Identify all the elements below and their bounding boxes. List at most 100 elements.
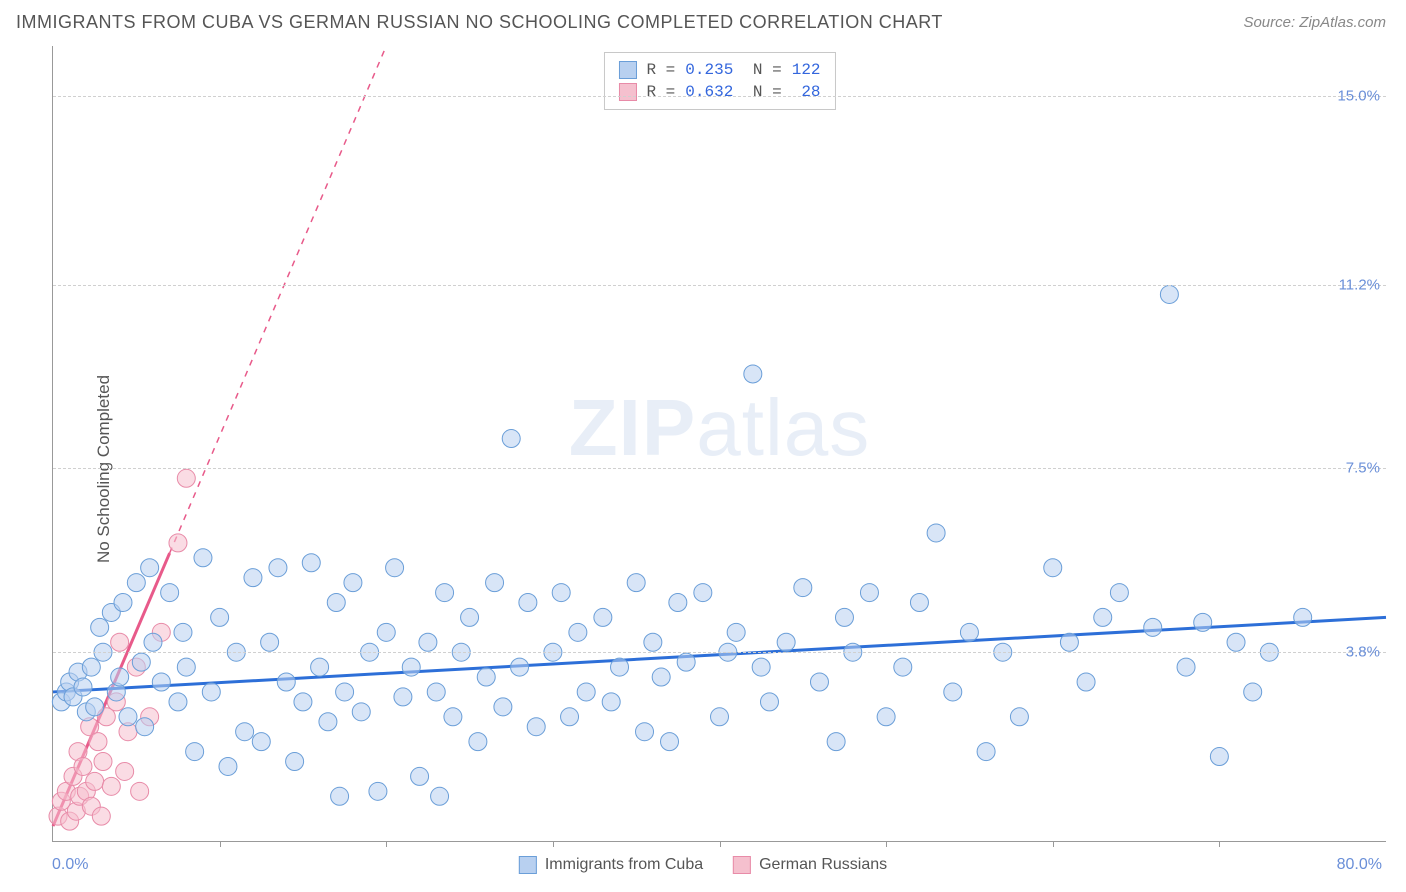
data-point <box>1010 708 1028 726</box>
x-tick <box>720 841 721 847</box>
data-point <box>319 713 337 731</box>
data-point <box>1227 633 1245 651</box>
data-point <box>977 743 995 761</box>
gridline <box>53 652 1386 653</box>
stat-n-label: N = <box>743 83 781 101</box>
legend-item-cuba: Immigrants from Cuba <box>519 856 703 874</box>
data-point <box>1110 584 1128 602</box>
data-point <box>394 688 412 706</box>
data-point <box>402 658 420 676</box>
data-point <box>1177 658 1195 676</box>
data-point <box>1044 559 1062 577</box>
gridline <box>53 285 1386 286</box>
data-point <box>169 534 187 552</box>
data-point <box>469 733 487 751</box>
data-point <box>252 733 270 751</box>
plot-svg <box>53 46 1386 841</box>
data-point <box>894 658 912 676</box>
data-point <box>777 633 795 651</box>
data-point <box>131 782 149 800</box>
x-tick <box>220 841 221 847</box>
series-legend: Immigrants from Cuba German Russians <box>519 856 887 874</box>
data-point <box>116 762 134 780</box>
data-point <box>174 623 192 641</box>
data-point <box>519 594 537 612</box>
data-point <box>74 757 92 775</box>
data-point <box>94 753 112 771</box>
data-point <box>727 623 745 641</box>
data-point <box>527 718 545 736</box>
data-point <box>577 683 595 701</box>
data-point <box>127 574 145 592</box>
data-point <box>1094 608 1112 626</box>
data-point <box>86 772 104 790</box>
data-point <box>835 608 853 626</box>
legend-label-cuba: Immigrants from Cuba <box>545 856 703 874</box>
data-point <box>594 608 612 626</box>
data-point <box>877 708 895 726</box>
data-point <box>177 658 195 676</box>
data-point <box>1077 673 1095 691</box>
data-point <box>141 559 159 577</box>
data-point <box>344 574 362 592</box>
data-point <box>144 633 162 651</box>
data-point <box>302 554 320 572</box>
chart-source: Source: ZipAtlas.com <box>1243 14 1386 31</box>
plot-region: ZIPatlas R = 0.235 N = 122 R = 0.632 N =… <box>52 46 1386 842</box>
data-point <box>661 733 679 751</box>
data-point <box>161 584 179 602</box>
data-point <box>1194 613 1212 631</box>
data-point <box>652 668 670 686</box>
data-point <box>461 608 479 626</box>
data-point <box>744 365 762 383</box>
chart-title: IMMIGRANTS FROM CUBA VS GERMAN RUSSIAN N… <box>16 12 943 33</box>
data-point <box>114 594 132 612</box>
stats-legend-row-cuba: R = 0.235 N = 122 <box>618 59 820 81</box>
data-point <box>636 723 654 741</box>
data-point <box>486 574 504 592</box>
data-point <box>419 633 437 651</box>
data-point <box>377 623 395 641</box>
data-point <box>677 653 695 671</box>
chart-area: No Schooling Completed ZIPatlas R = 0.23… <box>0 46 1406 892</box>
data-point <box>177 469 195 487</box>
data-point <box>194 549 212 567</box>
legend-label-german: German Russians <box>759 856 887 874</box>
data-point <box>477 668 495 686</box>
x-axis-min-label: 0.0% <box>52 856 88 874</box>
data-point <box>331 787 349 805</box>
legend-item-german: German Russians <box>733 856 887 874</box>
data-point <box>111 633 129 651</box>
stat-r-german: 0.632 <box>685 83 733 101</box>
data-point <box>111 668 129 686</box>
data-point <box>352 703 370 721</box>
data-point <box>436 584 454 602</box>
data-point <box>511 658 529 676</box>
data-point <box>236 723 254 741</box>
data-point <box>411 767 429 785</box>
data-point <box>91 618 109 636</box>
stats-legend-row-german: R = 0.632 N = 28 <box>618 81 820 103</box>
stat-r-cuba: 0.235 <box>685 61 733 79</box>
swatch-cuba-icon <box>618 61 636 79</box>
data-point <box>327 594 345 612</box>
y-tick-label: 3.8% <box>1346 644 1388 661</box>
data-point <box>611 658 629 676</box>
data-point <box>269 559 287 577</box>
data-point <box>119 708 137 726</box>
data-point <box>794 579 812 597</box>
data-point <box>627 574 645 592</box>
data-point <box>644 633 662 651</box>
x-tick <box>1219 841 1220 847</box>
data-point <box>944 683 962 701</box>
data-point <box>219 757 237 775</box>
data-point <box>910 594 928 612</box>
data-point <box>244 569 262 587</box>
data-point <box>694 584 712 602</box>
data-point <box>261 633 279 651</box>
data-point <box>311 658 329 676</box>
y-tick-label: 11.2% <box>1339 276 1388 293</box>
data-point <box>494 698 512 716</box>
x-tick <box>553 841 554 847</box>
data-point <box>760 693 778 711</box>
